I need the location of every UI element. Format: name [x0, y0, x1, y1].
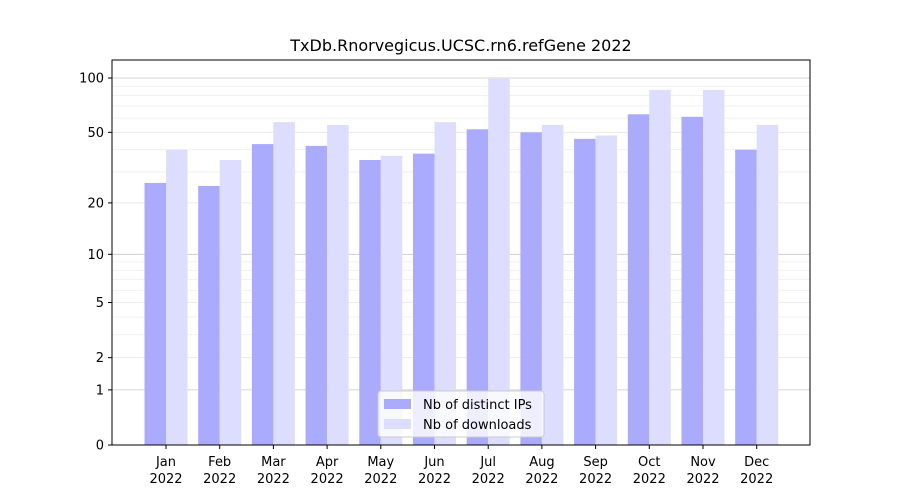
x-axis: Jan 2022 Feb 2022 Mar 2022 Apr 2022 May 2022 Jun 20… — [149, 445, 773, 487]
x-tick-label-month: Oct — [638, 455, 660, 470]
y-tick-label: 2 — [96, 351, 104, 366]
bar — [380, 155, 403, 445]
y-tick-label: 100 — [79, 72, 104, 87]
x-tick-label-year: 2022 — [633, 472, 666, 487]
plot-frame — [111, 59, 811, 446]
bar — [359, 160, 381, 445]
bar — [466, 129, 489, 445]
bar — [219, 160, 242, 445]
bar — [251, 144, 274, 445]
legend-box — [377, 390, 545, 438]
y-tick-label: 10 — [87, 248, 104, 263]
x-tick-label-month: Jan — [155, 455, 176, 470]
x-tick-label-month: Sep — [583, 455, 608, 470]
legend-label: Nb of distinct IPs — [423, 398, 532, 413]
bar — [327, 124, 349, 445]
x-tick-label-month: Jul — [479, 455, 496, 470]
y-tick-label: 50 — [87, 126, 104, 141]
x-tick-label-month: Apr — [316, 455, 339, 470]
bar — [273, 122, 295, 445]
bar — [574, 138, 596, 445]
bar — [520, 132, 542, 446]
legend-swatch — [384, 399, 411, 409]
x-tick-label-year: 2022 — [525, 472, 558, 487]
bar — [627, 114, 650, 446]
y-tick-label: 0 — [96, 439, 104, 454]
x-tick-label-year: 2022 — [311, 472, 344, 487]
y-tick-label: 1 — [96, 383, 104, 398]
x-tick-label-year: 2022 — [686, 472, 719, 487]
x-tick-label-month: Feb — [208, 455, 231, 470]
bar — [488, 78, 510, 445]
bar — [541, 124, 564, 445]
bar — [735, 149, 757, 445]
legend: Nb of distinct IPs Nb of downloads — [377, 390, 545, 438]
x-tick-label-year: 2022 — [149, 472, 182, 487]
bar — [166, 149, 188, 445]
x-tick-label-year: 2022 — [203, 472, 236, 487]
bars — [144, 78, 779, 446]
bar — [681, 116, 703, 446]
x-tick-label-year: 2022 — [418, 472, 451, 487]
x-tick-label-year: 2022 — [579, 472, 612, 487]
legend-swatch — [384, 419, 411, 429]
x-tick-label-year: 2022 — [257, 472, 290, 487]
bar — [434, 122, 456, 445]
bar — [305, 145, 328, 445]
y-axis: 0 1 2 5 10 20 50 100 — [79, 72, 112, 454]
bar — [198, 185, 220, 445]
bar — [649, 89, 671, 446]
bar — [595, 135, 618, 446]
bar — [756, 124, 779, 445]
x-tick-label-month: Aug — [529, 455, 554, 470]
x-tick-label-month: Dec — [744, 455, 769, 470]
bar — [703, 89, 725, 446]
y-tick-label: 20 — [87, 196, 104, 211]
x-tick-label-month: Jun — [423, 455, 444, 470]
x-tick-label-month: May — [367, 455, 394, 470]
x-tick-label-year: 2022 — [364, 472, 397, 487]
x-tick-label-month: Nov — [690, 455, 716, 470]
bar — [144, 182, 166, 445]
x-tick-label-year: 2022 — [740, 472, 773, 487]
bar — [413, 153, 435, 445]
legend-label: Nb of downloads — [423, 418, 532, 433]
y-tick-label: 5 — [96, 296, 104, 311]
x-tick-label-month: Mar — [261, 455, 286, 470]
chart-title: TxDb.Rnorvegicus.UCSC.rn6.refGene 2022 — [289, 36, 631, 55]
x-tick-label-year: 2022 — [472, 472, 505, 487]
